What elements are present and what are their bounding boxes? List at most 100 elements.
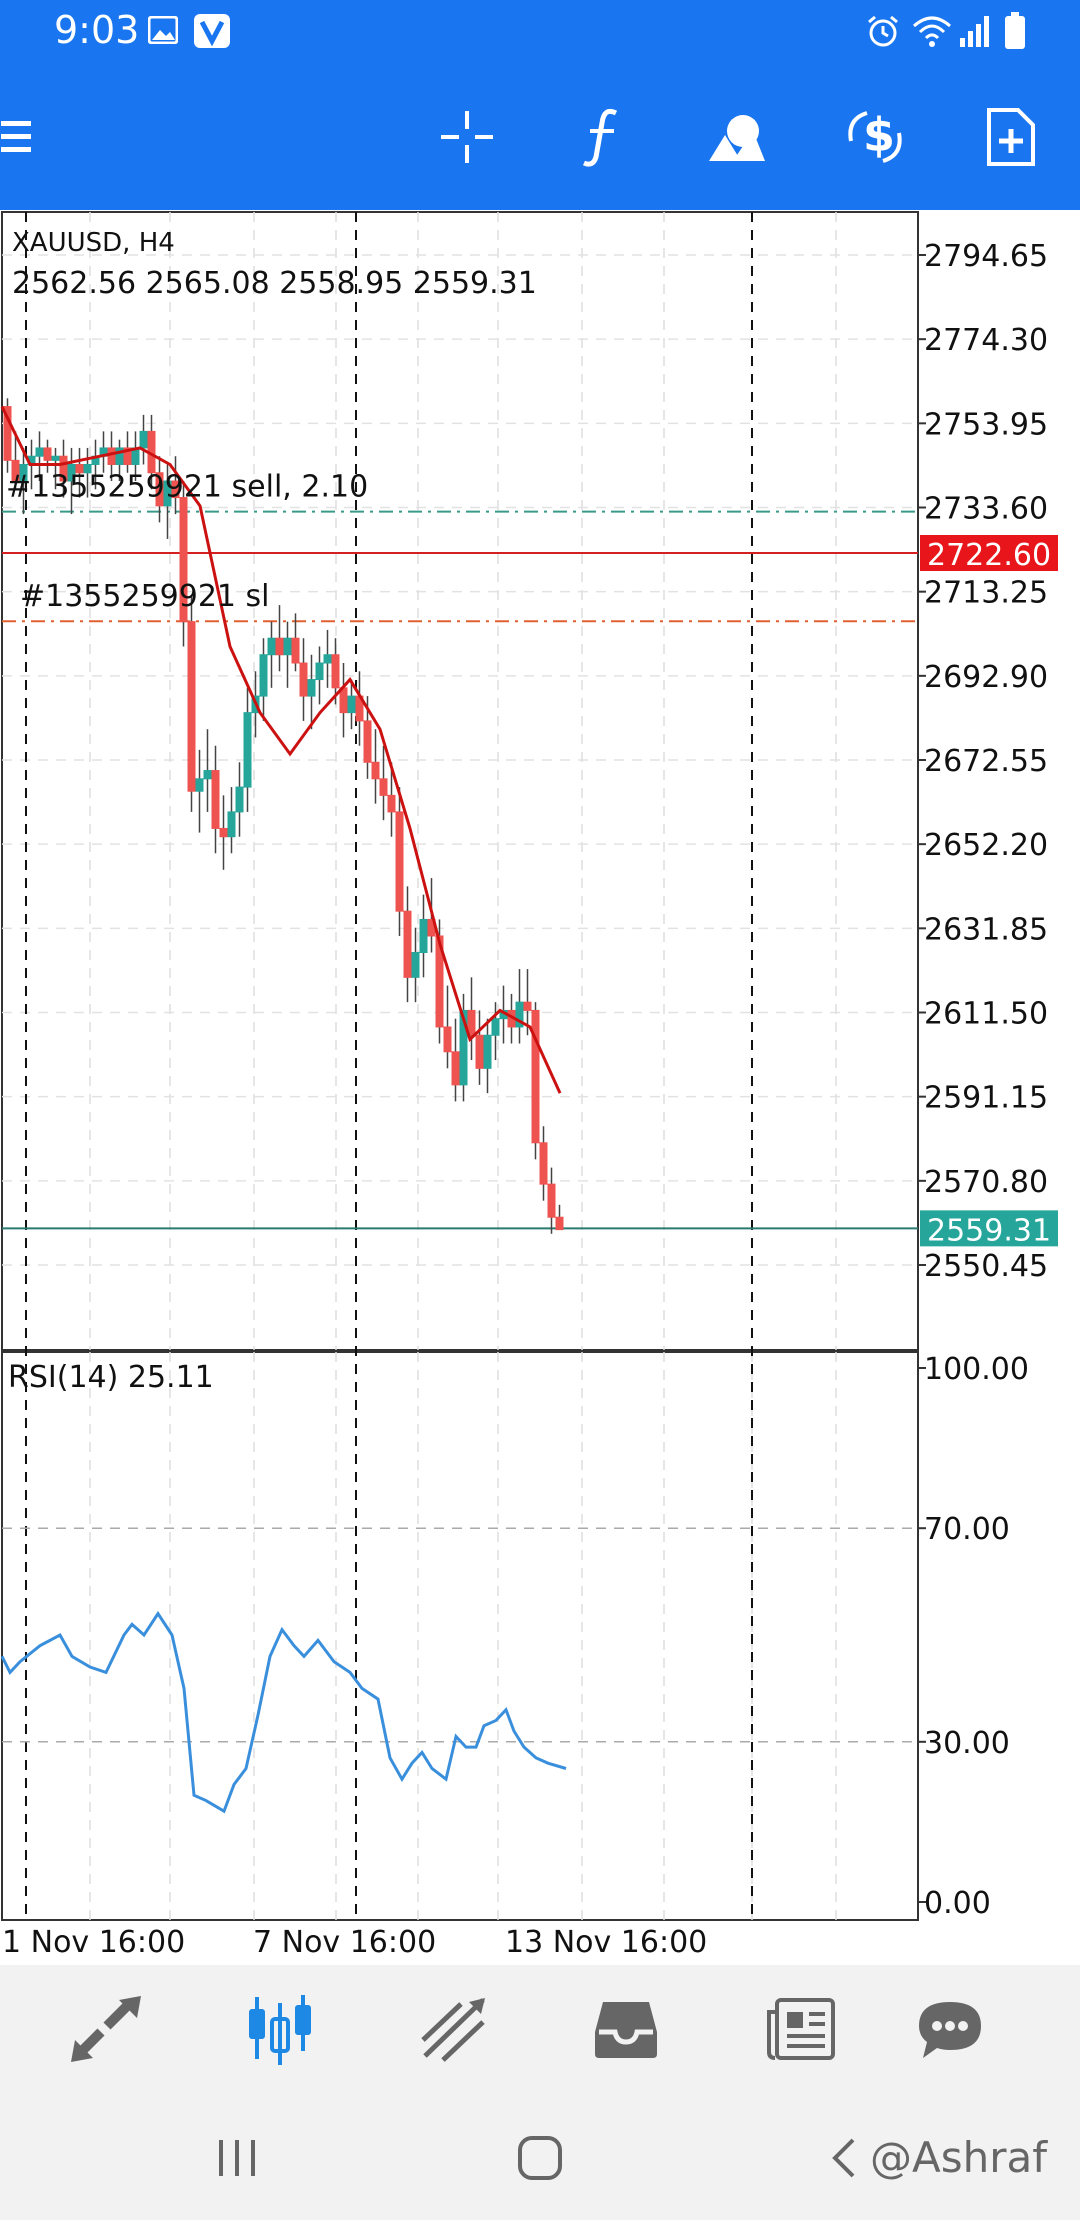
home-button[interactable] [500,2123,580,2193]
rsi-axis-label: 100.00 [924,1352,1029,1387]
candle[interactable] [155,472,164,507]
candle[interactable] [107,447,116,465]
candle[interactable] [195,778,204,792]
candle[interactable] [307,679,316,697]
price-axis-label: 2774.30 [924,323,1048,358]
time-axis-label: 7 Nov 16:00 [253,1925,436,1960]
indicators-button[interactable] [568,102,638,172]
candle[interactable] [123,447,132,465]
rsi-label: RSI(14) 25.11 [8,1360,214,1395]
candle[interactable] [419,918,428,954]
new-order-button[interactable] [976,102,1046,172]
rsi-line [0,1610,567,1814]
menu-button[interactable] [0,102,58,172]
candle[interactable] [11,459,20,482]
candle[interactable] [243,712,252,788]
recent-apps-button[interactable] [197,2123,277,2193]
price-axis-label: 2570.80 [924,1165,1048,1200]
candle[interactable] [347,695,356,714]
candle[interactable] [179,497,188,623]
candle[interactable] [451,1051,460,1086]
candle[interactable] [291,637,300,664]
candle[interactable] [467,1009,476,1036]
candle[interactable] [3,406,12,461]
candle[interactable] [395,811,404,912]
nav-quotes[interactable] [66,1993,146,2065]
stop-loss-label: #1355259921 sl [20,579,270,614]
candle[interactable] [363,720,372,763]
status-bar: 9:03 [0,0,1080,62]
candle[interactable] [459,1009,468,1086]
candle[interactable] [59,455,68,482]
nav-trade[interactable] [414,1993,494,2065]
candle[interactable] [67,463,76,482]
candle[interactable] [267,637,276,656]
price-chart[interactable]: 2794.65 2774.30 2753.95 2733.60 2713.25 2692.… [0,210,1080,1965]
symbol-label: XAUUSD, H4 [12,228,175,258]
candle[interactable] [555,1216,564,1231]
candle[interactable] [531,1009,540,1144]
candle[interactable] [227,811,236,838]
candle[interactable] [315,662,324,681]
back-button[interactable] [804,2123,884,2193]
candle[interactable] [299,662,308,697]
candle[interactable] [275,637,284,656]
candle[interactable] [187,621,196,792]
candle[interactable] [371,761,380,780]
objects-button[interactable] [702,102,772,172]
candle[interactable] [115,447,124,465]
candle[interactable] [43,447,52,461]
candle[interactable] [331,654,340,689]
price-axis-label: 2692.90 [924,660,1048,695]
candle[interactable] [515,1001,524,1028]
candle[interactable] [235,786,244,813]
trade-button[interactable]: $ [840,102,910,172]
add-document-icon [987,108,1035,166]
candle[interactable] [83,463,92,474]
candle[interactable] [19,463,28,482]
price-axis-label: 2591.15 [924,1081,1048,1116]
nav-messages[interactable] [910,1993,990,2065]
candle[interactable] [139,430,148,449]
nav-news[interactable] [760,1993,840,2065]
candle[interactable] [387,794,396,813]
candle[interactable] [403,910,412,978]
candle[interactable] [163,480,172,507]
candle[interactable] [323,654,332,664]
moving-average-line [0,405,562,1094]
candle[interactable] [211,770,220,829]
candle[interactable] [483,1034,492,1069]
candle[interactable] [411,952,420,978]
price-axis-label: 2652.20 [924,828,1048,863]
price-axis-label: 2611.50 [924,997,1048,1032]
wifi-icon [912,14,952,48]
candle[interactable] [35,447,44,457]
candle[interactable] [523,1001,532,1011]
candle[interactable] [219,827,228,838]
nav-history[interactable] [586,1993,666,2065]
candle[interactable] [539,1142,548,1185]
candle[interactable] [51,455,60,461]
dollar-arrows-icon: $ [848,108,902,163]
candle[interactable] [475,1034,484,1069]
rsi-axis-label: 70.00 [924,1512,1010,1547]
price-axis-label: 2550.45 [924,1249,1048,1284]
chart-toolbar: $ [0,62,1080,210]
order-line-label: #1355259921 sell, 2.10 [6,470,368,505]
candle[interactable] [203,770,212,780]
candle[interactable] [491,1018,500,1036]
candle[interactable] [283,637,292,656]
candle[interactable] [547,1183,556,1218]
candle[interactable] [435,935,444,1028]
main-chart-frame [1,211,919,1351]
nav-chart[interactable] [240,1993,320,2065]
candle[interactable] [443,1026,452,1053]
last-price-badge-bg [920,1210,1058,1247]
candle[interactable] [379,778,388,796]
chart-area[interactable]: 2794.65 2774.30 2753.95 2733.60 2713.25 2692.… [0,210,1080,1965]
status-time: 9:03 [54,8,140,52]
candle[interactable] [171,480,180,499]
candle[interactable] [259,654,268,697]
candle[interactable] [75,463,84,474]
crosshair-button[interactable] [432,102,502,172]
